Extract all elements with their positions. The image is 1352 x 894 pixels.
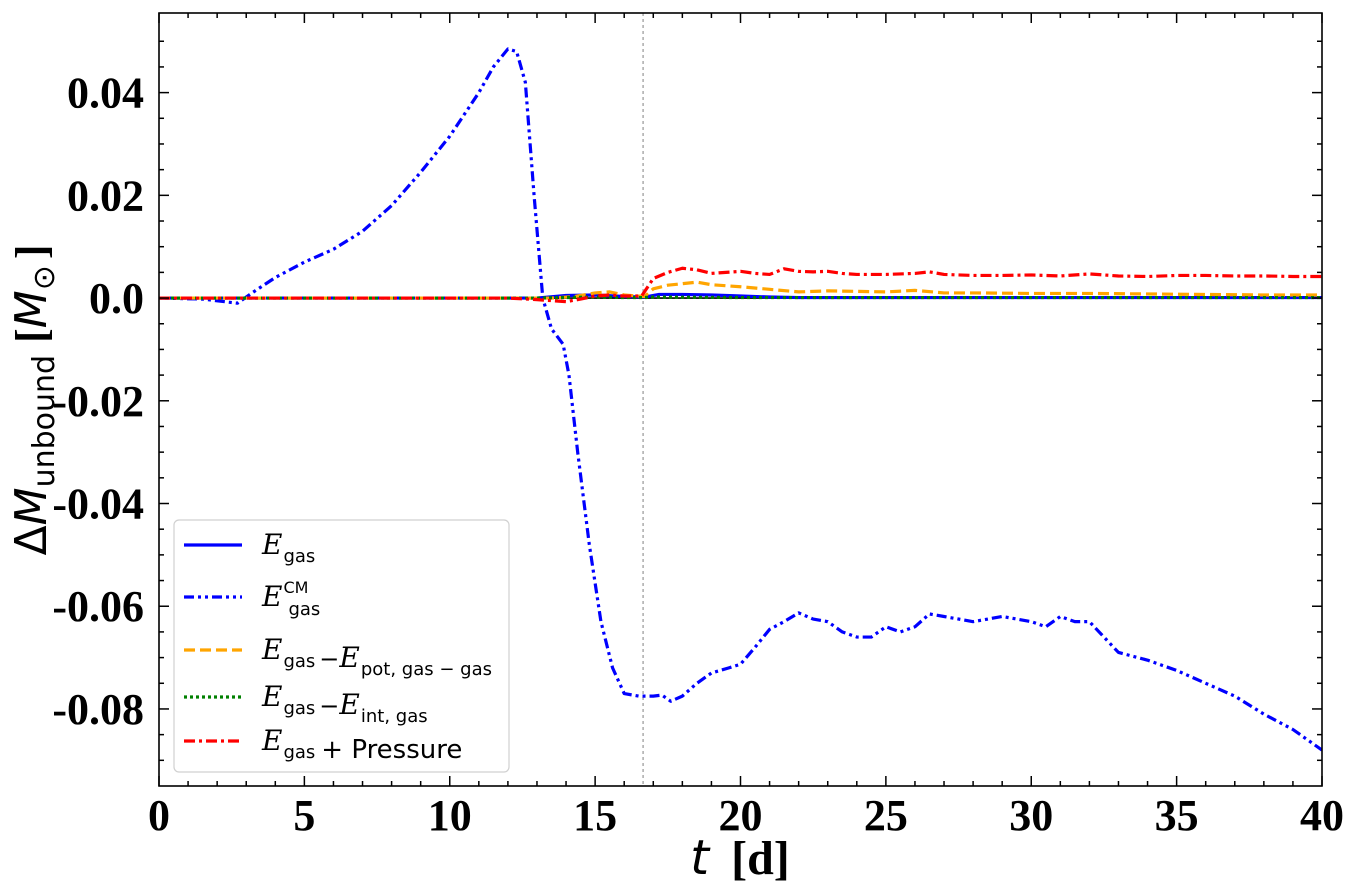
x-axis-unit: [d] — [731, 832, 790, 885]
y-axis-unit-variable: M — [6, 290, 57, 328]
y-axis-unit-subscript: ⊙ — [27, 265, 62, 290]
legend-box — [173, 519, 510, 773]
series-line-4 — [159, 295, 1322, 300]
y-tick-label: -0.06 — [52, 582, 144, 631]
x-tick-label: 10 — [428, 791, 472, 840]
x-tick-label: 35 — [1155, 791, 1199, 840]
y-axis-prefix: Δ — [6, 525, 57, 555]
y-tick-label: -0.08 — [52, 685, 144, 734]
legend-label: Egas −Eint, gas — [261, 680, 428, 727]
x-tick-label: 40 — [1300, 791, 1344, 840]
y-axis-variable: M — [6, 487, 57, 525]
y-axis-unit-open: [ — [7, 328, 56, 343]
legend-label: ECM gas — [261, 578, 320, 620]
x-tick-label: 20 — [719, 791, 763, 840]
x-tick-label: 0 — [148, 791, 170, 840]
series-layer — [159, 47, 1322, 752]
x-axis-label: t [d] — [690, 830, 790, 886]
y-tick-label: 0.04 — [67, 69, 144, 118]
y-axis-unit-close: ] — [7, 245, 56, 260]
x-tick-label: 30 — [1009, 791, 1053, 840]
series-line-5 — [159, 266, 1322, 304]
x-tick-label: 15 — [573, 791, 617, 840]
x-axis-variable: t — [690, 830, 711, 886]
legend-label: Egas — [261, 528, 315, 567]
y-axis-subscript: unbound — [27, 355, 62, 488]
axis-ticks — [158, 13, 1323, 786]
y-tick-label: -0.04 — [52, 480, 144, 529]
y-tick-label: -0.02 — [52, 377, 144, 426]
y-tick-label: 0.02 — [67, 171, 144, 220]
series-line-3 — [159, 280, 1322, 300]
tick-labels: 0 5 10 15 20 25 30 35 40 0.04 0.02 0.0 -0.02 -0.04 -0.… — [52, 69, 1344, 840]
x-tick-label: 5 — [293, 791, 315, 840]
x-tick-label: 25 — [864, 791, 908, 840]
legend-label: Egas + Pressure — [261, 724, 462, 765]
series-line-2 — [159, 47, 1322, 752]
y-tick-label: 0.0 — [89, 274, 144, 323]
legend-label: Egas −Epot, gas − gas — [261, 633, 492, 680]
y-axis-label: ΔMunbound[M⊙] — [6, 245, 62, 556]
